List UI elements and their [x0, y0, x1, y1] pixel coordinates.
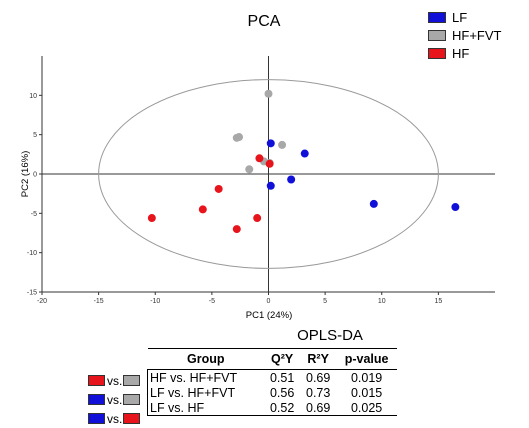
- point-hf: [255, 154, 264, 163]
- x-tick-label: 10: [378, 298, 386, 305]
- cell-pvalue: 0.015: [350, 385, 383, 400]
- y-tick-label: -15: [27, 290, 37, 297]
- point-hf: [147, 214, 156, 223]
- confidence-ellipse: [98, 79, 439, 269]
- cell-r2y: 0.73: [306, 385, 331, 400]
- y-tick-label: 5: [33, 132, 37, 139]
- vs-text: vs.: [107, 392, 123, 407]
- key-swatch-hf-fvt: [123, 394, 141, 405]
- cell-r2y: 0.69: [300, 400, 337, 416]
- hotelling-ellipse: [98, 79, 439, 269]
- chart-title: PCA: [248, 13, 281, 30]
- legend-label-hf-fvt: HF+FVT: [452, 27, 502, 43]
- x-tick-label: 15: [434, 298, 442, 305]
- x-tick-label: -5: [209, 298, 215, 305]
- point-hf-fvt: [235, 133, 244, 142]
- point-hf: [232, 225, 241, 234]
- cell-q2y: 0.51: [269, 370, 295, 385]
- header-q2y: Q²Y: [264, 348, 301, 370]
- legend-label-lf: LF: [452, 9, 468, 25]
- legend-item-hf-fvt: HF+FVT: [428, 26, 501, 44]
- point-lf: [266, 181, 275, 190]
- legend-swatch-hf-fvt: [428, 29, 446, 41]
- cell-q2y: 0.52: [264, 400, 301, 416]
- cell-group: LF vs. HF: [147, 400, 265, 416]
- legend-item-lf: LF: [428, 8, 501, 26]
- comparison-key-row: vs.: [88, 371, 141, 390]
- comparison-key-row: vs.: [88, 390, 141, 409]
- point-hf-fvt: [245, 165, 254, 174]
- x-tick-label: 0: [267, 298, 271, 305]
- point-hf: [214, 184, 223, 193]
- point-hf: [253, 214, 262, 223]
- legend-swatch-hf: [428, 47, 446, 59]
- point-lf: [266, 139, 275, 148]
- opls-table: Group Q²Y R²Y p-value HF vs. HF+FVT 0.51…: [147, 348, 397, 416]
- cell-r2y: 0.69: [306, 370, 331, 385]
- legend-item-hf: HF: [428, 44, 501, 62]
- x-axis-label: PC1 (24%): [246, 310, 292, 321]
- data-points: [147, 89, 460, 234]
- header-r2y: R²Y: [300, 348, 337, 370]
- comparison-key: vs. vs. vs.: [88, 371, 141, 428]
- point-lf: [287, 175, 296, 184]
- point-lf: [451, 203, 460, 212]
- key-swatch-lf: [88, 413, 105, 424]
- key-swatch-hf: [88, 375, 105, 386]
- point-lf: [369, 199, 378, 208]
- y-tick-label: 0: [33, 172, 37, 179]
- y-tick-label: -5: [31, 211, 37, 218]
- opls-title: OPLS-DA: [297, 327, 363, 344]
- vs-text: vs.: [107, 373, 123, 388]
- x-tick-label: 5: [323, 298, 327, 305]
- table-row: LF vs. HF 0.52 0.69 0.025: [147, 400, 397, 416]
- y-tick-label: 10: [29, 93, 37, 100]
- header-group: Group: [147, 348, 265, 370]
- point-hf-fvt: [278, 140, 287, 149]
- vs-text: vs.: [107, 411, 123, 426]
- point-lf: [300, 149, 309, 158]
- key-swatch-hf: [123, 413, 141, 424]
- x-tick-label: -20: [37, 298, 47, 305]
- table-row: HF vs. HF+FVT 0.51 0.69 0.019: [147, 369, 398, 385]
- table-header-row: Group Q²Y R²Y p-value: [147, 348, 397, 370]
- cell-q2y: 0.56: [269, 385, 295, 400]
- legend-label-hf: HF: [452, 45, 470, 61]
- header-pvalue: p-value: [336, 348, 397, 370]
- point-hf-fvt: [264, 89, 273, 98]
- x-tick-label: -10: [150, 298, 160, 305]
- point-hf: [198, 205, 207, 214]
- legend: LF HF+FVT HF: [428, 8, 501, 62]
- comparison-key-row: vs.: [88, 409, 141, 428]
- legend-swatch-lf: [428, 11, 446, 23]
- y-axis-label: PC2 (16%): [20, 151, 31, 197]
- point-hf: [265, 159, 274, 168]
- x-tick-label: -15: [94, 298, 104, 305]
- key-swatch-lf: [88, 394, 105, 405]
- cell-group: HF vs. HF+FVT: [147, 369, 265, 385]
- cell-group: LF vs. HF+FVT: [147, 385, 265, 400]
- cell-pvalue: 0.019: [350, 370, 383, 385]
- cell-pvalue: 0.025: [336, 400, 397, 416]
- y-tick-label: -10: [27, 250, 37, 257]
- key-swatch-hf-fvt: [123, 375, 141, 386]
- table-row: LF vs. HF+FVT 0.56 0.73 0.015: [147, 385, 398, 400]
